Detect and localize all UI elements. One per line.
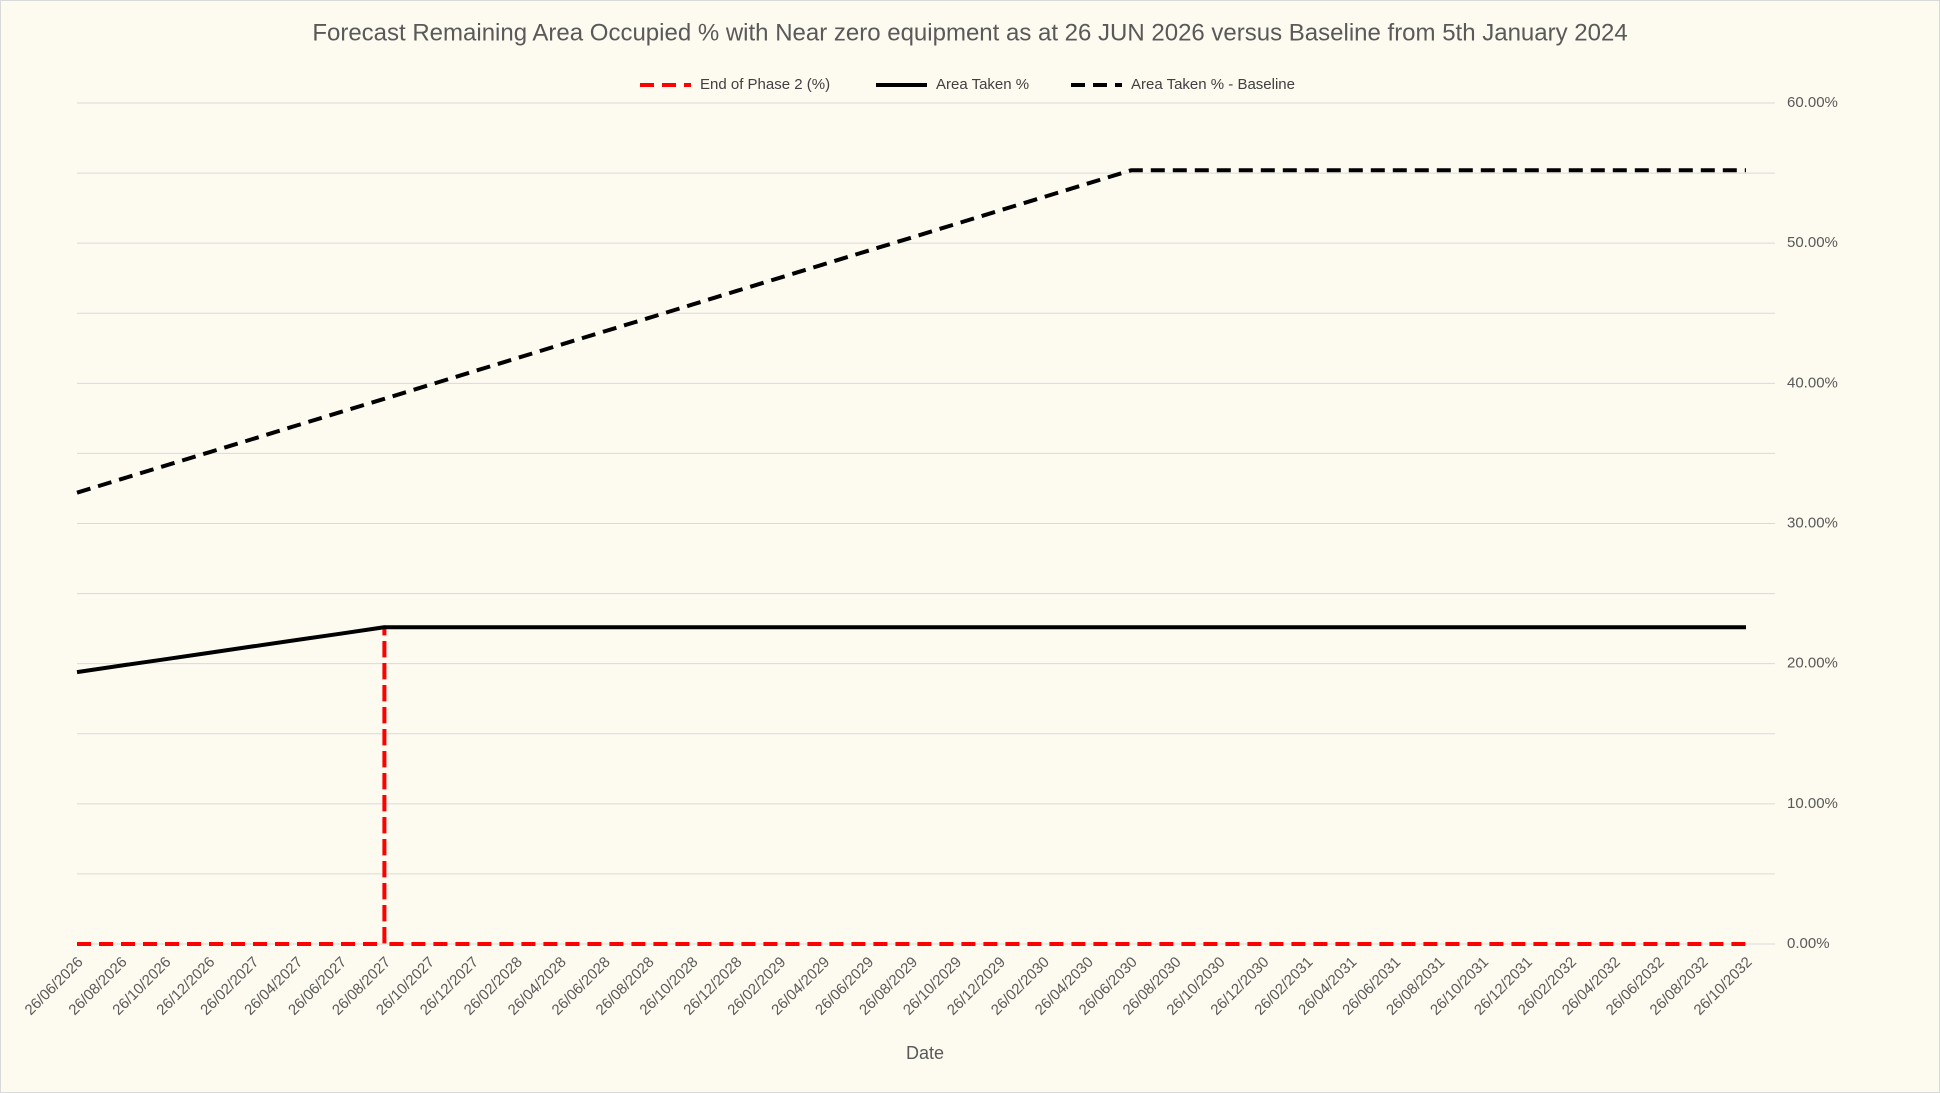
series-line bbox=[76, 168, 1746, 495]
y-tick-label: 60.00% bbox=[1787, 94, 1838, 111]
y-tick-label: 0.00% bbox=[1787, 935, 1830, 952]
y-tick-label: 30.00% bbox=[1787, 514, 1838, 531]
series-line bbox=[76, 625, 1746, 675]
y-tick-label: 40.00% bbox=[1787, 374, 1838, 391]
chart-title: Forecast Remaining Area Occupied % with … bbox=[312, 19, 1627, 46]
legend-label: End of Phase 2 (%) bbox=[700, 76, 830, 93]
legend-label: Area Taken % - Baseline bbox=[1131, 76, 1295, 93]
y-tick-label: 20.00% bbox=[1787, 655, 1838, 672]
legend-label: Area Taken % bbox=[936, 76, 1029, 93]
x-axis-title: Date bbox=[906, 1043, 944, 1063]
y-tick-label: 10.00% bbox=[1787, 795, 1838, 812]
y-tick-label: 50.00% bbox=[1787, 234, 1838, 251]
